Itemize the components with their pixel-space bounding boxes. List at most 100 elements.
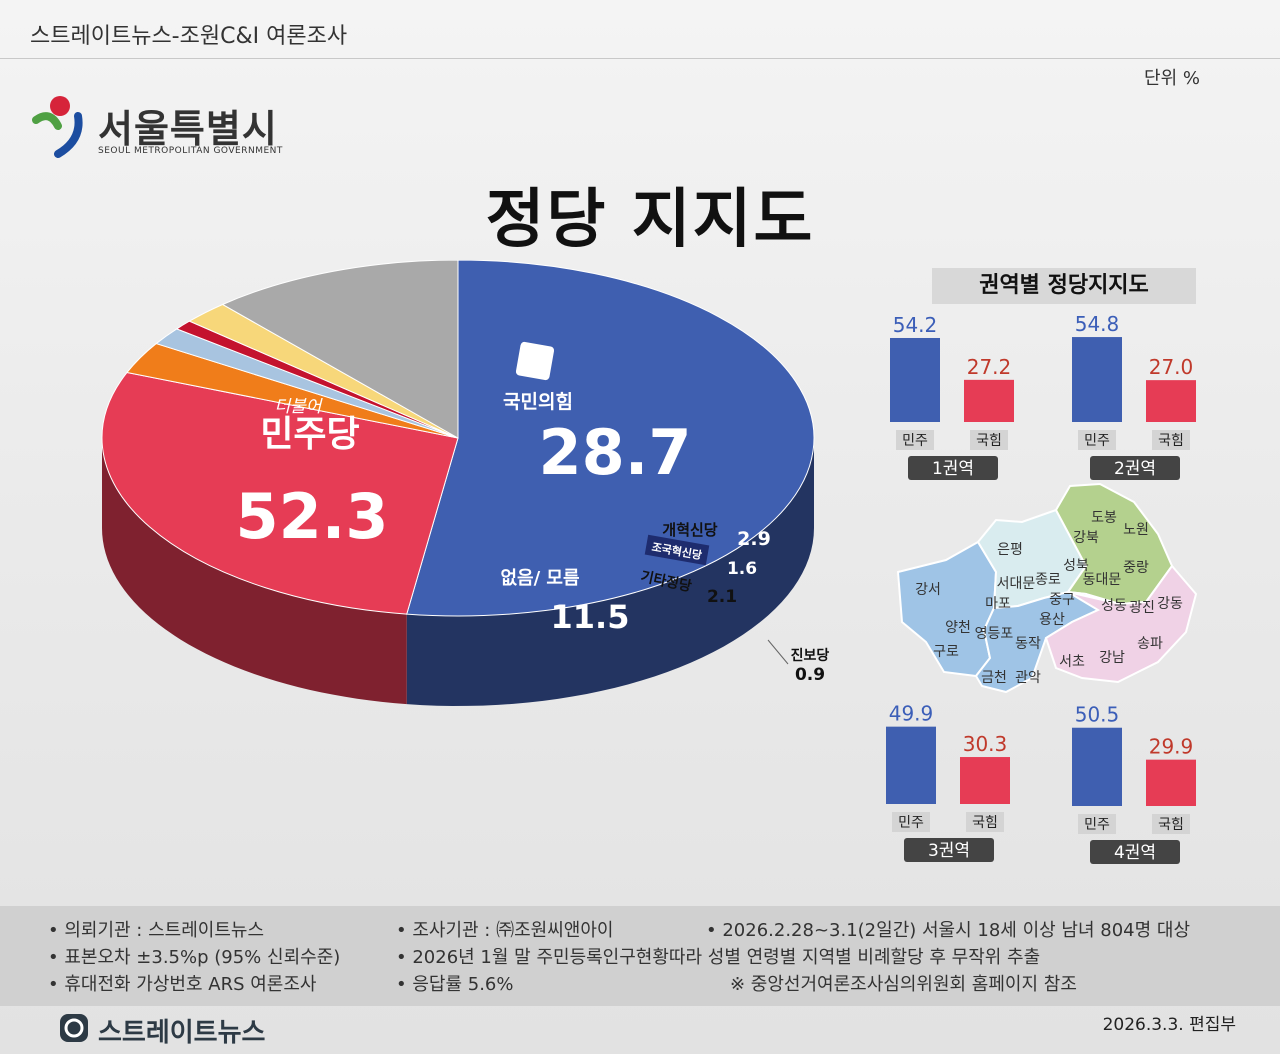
district-label: 동작 (1015, 636, 1041, 652)
bar-국힘 (1146, 759, 1196, 806)
district-label: 노원 (1123, 522, 1149, 538)
region-label: 4권역 (1114, 843, 1156, 863)
bar-value-민주: 50.5 (1075, 703, 1120, 727)
note-reference: ※ 중앙선거여론조사심의위원회 홈페이지 참조 (730, 974, 1077, 995)
district-label: 강북 (1073, 530, 1099, 546)
label-minjoo-small: 더불어 (275, 397, 324, 417)
label-jinbo: 진보당 (791, 647, 830, 664)
seoul-logo-name: 서울특별시 (98, 107, 278, 151)
district-label: 영등포 (975, 626, 1014, 642)
district-label: 서대문 (997, 576, 1036, 592)
region-label-bg (1090, 840, 1180, 864)
bar-민주 (886, 726, 936, 804)
label-none: 없음/ 모름 (500, 568, 579, 589)
straight-news-logo: 스트레이트뉴스 (58, 1012, 298, 1048)
unit-label: 단위 % (1144, 68, 1200, 89)
region-label: 1권역 (932, 459, 974, 479)
bar-label-bg (1078, 814, 1116, 834)
bar-label-bg (1152, 814, 1190, 834)
bar-label-bg (970, 430, 1008, 450)
region-chart-title: 권역별 정당지지도 (932, 268, 1196, 304)
value-ppp: 28.7 (539, 416, 692, 489)
district-label: 중랑 (1123, 560, 1149, 576)
header-bar: 스트레이트뉴스-조원C&I 여론조사 (0, 0, 1280, 59)
district-label: 마포 (985, 596, 1011, 612)
value-other: 2.1 (707, 587, 737, 607)
district-label: 관악 (1015, 670, 1041, 686)
label-reform: 개혁신당 (662, 521, 717, 539)
bar-국힘 (1146, 380, 1196, 422)
bar-value-민주: 49.9 (889, 702, 934, 726)
district-label: 양천 (945, 620, 971, 636)
note-response: • 응답률 5.6% (396, 974, 514, 995)
district-label: 성동 (1101, 598, 1127, 614)
ppp-logo-icon (515, 341, 555, 381)
district-label: 서초 (1059, 654, 1085, 670)
bar-value-국힘: 27.2 (967, 355, 1012, 379)
value-jinbo: 0.9 (795, 665, 825, 685)
straight-news-logo-text: 스트레이트뉴스 (98, 1018, 266, 1048)
note-agency: • 조사기관 : ㈜조원씨앤아이 (396, 920, 614, 941)
note-period: • 2026.2.28~3.1(2일간) 서울시 18세 이상 남녀 804명 … (706, 920, 1191, 941)
pie-slice-1 (101, 371, 459, 615)
pie-side-0 (406, 438, 814, 706)
note-error: • 표본오차 ±3.5%p (95% 신뢰수준) (48, 947, 341, 968)
bar-category-국힘: 국힘 (972, 815, 998, 831)
header-title: 스트레이트뉴스-조원C&I 여론조사 (30, 24, 348, 49)
jinbo-leader-line (767, 639, 789, 665)
seoul-logo: 서울특별시 SEOUL METROPOLITAN GOVERNMENT (30, 90, 290, 160)
region-4-area (1044, 564, 1198, 684)
seoul-emblem-icon (32, 96, 83, 158)
note-client: • 의뢰기관 : 스트레이트뉴스 (48, 920, 265, 941)
rebuild-label-box (644, 534, 710, 566)
region-label-bg (1090, 456, 1180, 480)
district-label: 종로 (1035, 572, 1061, 588)
pie-chart: 더불어 민주당 52.3 국민의힘 28.7 개혁신당 2.9 조국혁신당 1.… (101, 260, 830, 706)
region-label: 3권역 (928, 841, 970, 861)
value-none: 11.5 (551, 598, 630, 636)
district-label: 도봉 (1091, 510, 1117, 526)
bar-민주 (890, 337, 940, 422)
bar-value-국힘: 30.3 (963, 732, 1008, 756)
bar-category-국힘: 국힘 (1158, 433, 1184, 449)
district-label: 구로 (933, 644, 959, 660)
bar-국힘 (960, 757, 1010, 804)
district-label: 광진 (1129, 600, 1155, 616)
district-label: 강서 (915, 582, 941, 598)
bar-label-bg (896, 430, 934, 450)
district-label: 동대문 (1083, 572, 1122, 588)
bar-category-민주: 민주 (902, 433, 928, 449)
bar-label-bg (1078, 430, 1116, 450)
bar-value-국힘: 29.9 (1149, 735, 1194, 759)
value-minjoo: 52.3 (236, 480, 389, 553)
label-ppp: 국민의힘 (503, 391, 573, 413)
bar-category-국힘: 국힘 (1158, 817, 1184, 833)
bar-label-bg (892, 812, 930, 832)
seoul-logo-subtitle: SEOUL METROPOLITAN GOVERNMENT (98, 146, 283, 156)
region-label: 2권역 (1114, 459, 1156, 479)
bar-국힘 (964, 379, 1014, 422)
district-label: 성북 (1063, 558, 1089, 574)
page-title: 정당 지지도 (485, 183, 815, 257)
bar-category-민주: 민주 (1084, 433, 1110, 449)
pie-slice-6 (221, 260, 459, 439)
bar-value-민주: 54.2 (893, 313, 938, 337)
bar-category-민주: 민주 (898, 815, 924, 831)
bar-value-민주: 54.8 (1075, 312, 1120, 336)
bar-민주 (1072, 727, 1122, 806)
district-label: 은평 (997, 542, 1023, 558)
district-label: 송파 (1137, 636, 1163, 652)
note-sampling: • 2026년 1월 말 주민등록인구현황따라 성별 연령별 지역별 비례할당 … (396, 947, 1041, 968)
publish-date: 2026.3.3. 편집부 (1102, 1015, 1236, 1035)
region-label-bg (904, 838, 994, 862)
value-reform: 2.9 (737, 528, 771, 550)
district-label: 강동 (1157, 596, 1183, 612)
bar-category-국힘: 국힘 (976, 433, 1002, 449)
region-label-bg (908, 456, 998, 480)
district-label: 용산 (1039, 612, 1065, 628)
bar-label-bg (966, 812, 1004, 832)
